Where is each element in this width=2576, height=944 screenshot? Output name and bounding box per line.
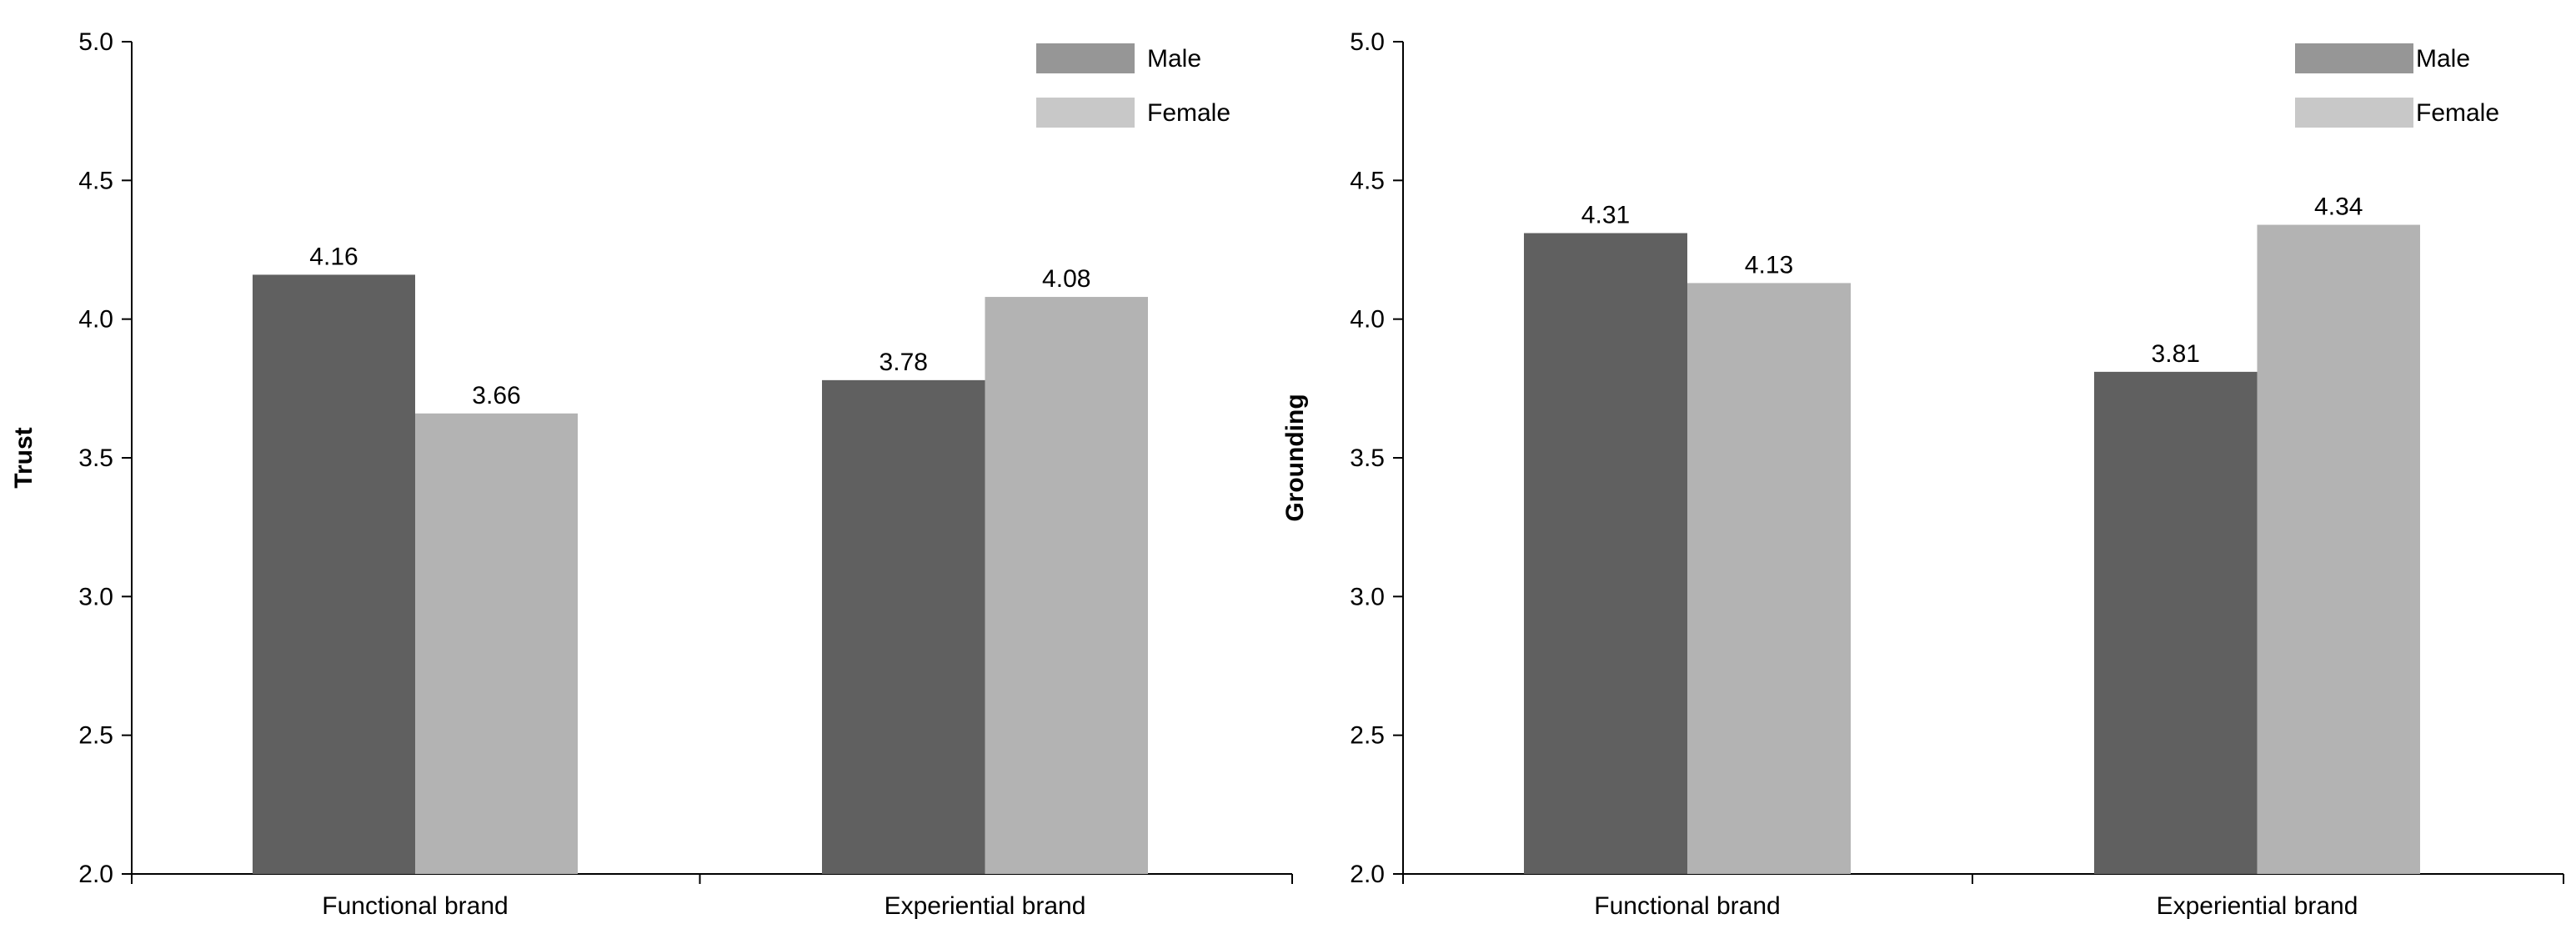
legend-swatch-female <box>2295 98 2413 128</box>
x-category-label: Experiential brand <box>2157 892 2358 920</box>
bar-male-experiential-brand <box>2094 371 2258 875</box>
bar-female-functional-brand <box>415 413 578 875</box>
y-tick-label: 4.5 <box>78 167 113 194</box>
y-tick-label: 4.0 <box>78 306 113 334</box>
bar-female-functional-brand <box>1687 283 1851 874</box>
legend-label-male: Male <box>1147 45 1201 73</box>
x-category-label: Functional brand <box>1594 892 1780 920</box>
bar-male-experiential-brand <box>822 379 985 874</box>
y-tick-label: 2.0 <box>1350 861 1385 888</box>
data-label-female-experiential-brand: 4.34 <box>2314 193 2363 221</box>
legend-label-male: Male <box>2416 45 2470 73</box>
y-tick-label: 3.0 <box>1350 583 1385 610</box>
y-tick-label: 3.5 <box>1350 444 1385 472</box>
bar-male-functional-brand <box>1524 233 1687 874</box>
legend-swatch-male <box>1036 43 1135 73</box>
y-axis-title: Grounding <box>1281 394 1309 521</box>
data-label-female-functional-brand: 4.13 <box>1745 251 1793 279</box>
y-tick-label: 3.5 <box>78 444 113 472</box>
data-label-female-functional-brand: 3.66 <box>472 382 520 409</box>
legend-label-female: Female <box>1147 99 1230 127</box>
y-axis-title: Trust <box>10 427 38 488</box>
y-tick-label: 5.0 <box>1350 28 1385 56</box>
y-tick-label: 4.0 <box>1350 306 1385 334</box>
legend-label-female: Female <box>2416 99 2499 127</box>
data-label-male-functional-brand: 4.31 <box>1581 202 1630 229</box>
data-label-male-experiential-brand: 3.81 <box>2152 340 2200 368</box>
data-label-male-experiential-brand: 3.78 <box>880 349 928 376</box>
y-tick-label: 4.5 <box>1350 167 1385 194</box>
y-tick-label: 2.5 <box>1350 722 1385 750</box>
y-tick-label: 3.0 <box>78 583 113 610</box>
legend-swatch-male <box>2295 43 2413 73</box>
x-category-label: Experiential brand <box>885 892 1086 920</box>
bar-male-functional-brand <box>253 274 415 874</box>
legend: Male Female <box>2295 43 2499 128</box>
grounding-chart: 2.0 2.5 3.0 3.5 4.0 4.5 5.0 Grounding 4.31 4.13 Fu… <box>1281 28 2564 920</box>
trust-chart: 2.0 2.5 3.0 3.5 4.0 4.5 5.0 Trust 4.16 3.66 Functi… <box>10 28 1293 920</box>
x-category-label: Functional brand <box>322 892 508 920</box>
legend-swatch-female <box>1036 98 1135 128</box>
data-label-female-experiential-brand: 4.08 <box>1042 265 1090 293</box>
bar-female-experiential-brand <box>985 297 1148 874</box>
y-tick-label: 2.0 <box>78 861 113 888</box>
y-tick-label: 5.0 <box>78 28 113 56</box>
legend: Male Female <box>1036 43 1230 128</box>
bar-female-experiential-brand <box>2257 224 2420 874</box>
data-label-male-functional-brand: 4.16 <box>309 243 358 270</box>
y-tick-label: 2.5 <box>78 722 113 750</box>
